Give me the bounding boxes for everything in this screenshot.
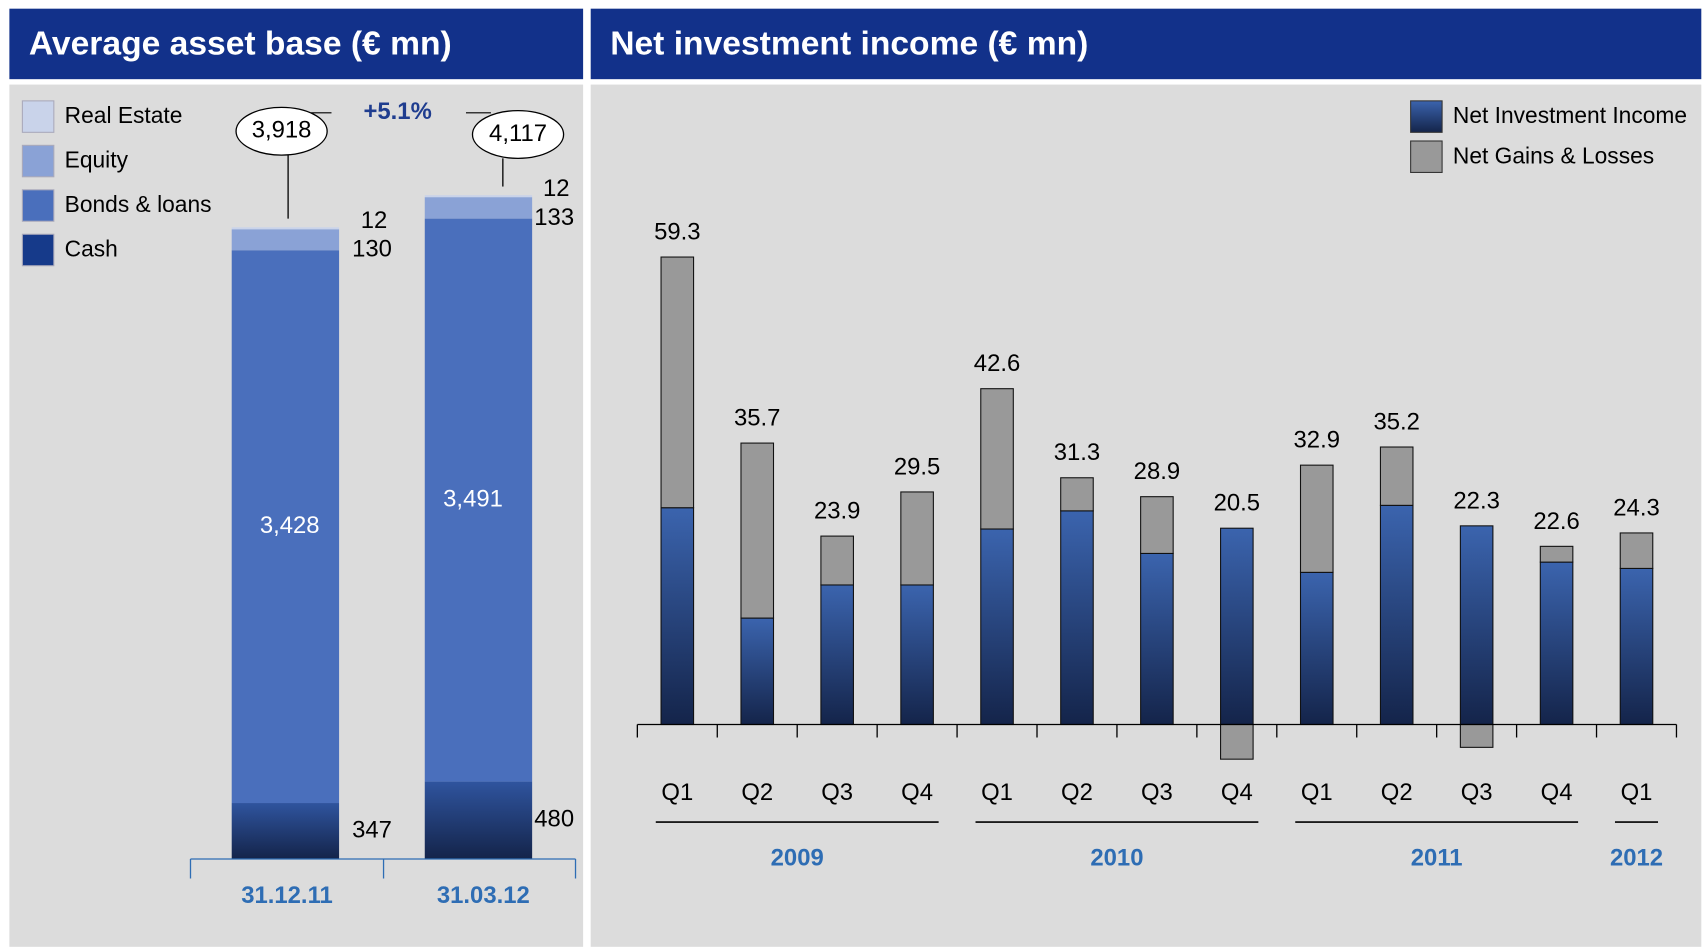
legend-swatch — [21, 100, 55, 133]
bar-segment — [1459, 525, 1494, 726]
bar-segment — [231, 803, 340, 859]
group-label: 2012 — [1610, 844, 1663, 871]
x-tick-label: Q2 — [1061, 779, 1093, 806]
bar-segment — [424, 781, 533, 859]
total-label: 4,117 — [489, 120, 547, 147]
group-label: 2011 — [1411, 844, 1463, 871]
data-label: 480 — [534, 806, 574, 833]
x-tick-label: Q1 — [1301, 779, 1333, 806]
total-label: 35.7 — [734, 405, 780, 432]
bar-segment — [660, 256, 695, 509]
bar-segment — [820, 584, 854, 726]
bar-segment — [980, 528, 1014, 726]
x-tick-label: Q4 — [1221, 779, 1253, 806]
bar-segment — [231, 227, 340, 230]
bar-segment — [1379, 446, 1414, 506]
x-tick-label: Q1 — [981, 779, 1013, 806]
bar-segment — [900, 584, 934, 726]
group-label: 2009 — [771, 844, 824, 871]
data-label: 3,491 — [443, 485, 503, 512]
bar-segment — [1459, 723, 1494, 748]
bar-segment — [1539, 561, 1574, 726]
total-label: 23.9 — [814, 498, 860, 525]
x-tick-label: Q3 — [1461, 779, 1493, 806]
legend-swatch — [21, 233, 55, 267]
x-tick-label: Q3 — [1141, 779, 1173, 806]
bar-segment — [740, 442, 775, 619]
x-tick-label: Q3 — [821, 779, 853, 806]
bar-segment — [900, 491, 934, 586]
data-label: 130 — [352, 236, 392, 263]
legend-label: Bonds & loans — [65, 191, 212, 217]
total-label: 24.3 — [1613, 494, 1659, 521]
bar-segment — [1539, 545, 1574, 563]
bar-segment — [424, 195, 533, 198]
bar-segment — [231, 229, 340, 251]
x-tick-label: 31.12.11 — [241, 882, 333, 909]
x-tick-label: Q2 — [741, 779, 773, 806]
bar-segment — [660, 507, 695, 726]
group-label: 2010 — [1090, 844, 1143, 871]
bar-segment — [231, 250, 340, 804]
chart-title: Net investment income (€ mn) — [610, 25, 1088, 62]
change-label: +5.1% — [363, 98, 431, 125]
bar-segment — [980, 388, 1014, 530]
total-label: 29.5 — [894, 453, 940, 480]
total-label: 59.3 — [654, 218, 700, 245]
bar-segment — [1060, 510, 1094, 726]
total-callout — [471, 109, 565, 159]
bar-segment — [1299, 464, 1334, 573]
data-label: 12 — [543, 175, 570, 202]
chart-title: Average asset base (€ mn) — [29, 25, 452, 62]
bar-segment — [740, 617, 775, 726]
marks: Real Estate Equity Bonds & loans Cash 347 3,4… — [21, 98, 1687, 909]
legend-label: Real Estate — [65, 102, 183, 128]
bar-segment — [1220, 527, 1254, 726]
total-label: 20.5 — [1214, 490, 1260, 517]
total-label: 35.2 — [1373, 408, 1419, 435]
total-label: 22.6 — [1533, 508, 1579, 535]
data-label: 12 — [361, 207, 388, 234]
legend-label: Net Gains & Losses — [1453, 142, 1654, 168]
bar-segment — [1619, 532, 1654, 569]
x-tick-label: Q4 — [901, 779, 933, 806]
total-callout — [235, 106, 328, 156]
header — [9, 8, 584, 80]
total-label: 32.9 — [1294, 427, 1340, 454]
total-label: 28.9 — [1134, 458, 1180, 485]
data-label: 347 — [352, 816, 392, 843]
bar-segment — [424, 218, 533, 782]
bar-segment — [1299, 571, 1334, 726]
legend-label: Net Investment Income — [1453, 102, 1687, 128]
legend-swatch — [21, 144, 55, 178]
bar-segment — [1140, 552, 1174, 726]
x-tick-label: Q1 — [661, 779, 693, 806]
data-label: 3,428 — [260, 512, 320, 539]
bar-segment — [1140, 496, 1174, 554]
x-tick-label: Q4 — [1541, 779, 1573, 806]
total-label: 31.3 — [1054, 439, 1100, 466]
bar-segment — [820, 535, 854, 586]
x-tick-label: Q2 — [1381, 779, 1413, 806]
x-tick-label: Q1 — [1621, 779, 1653, 806]
legend-swatch — [1410, 100, 1443, 133]
bar-segment — [1220, 723, 1254, 760]
bar-segment — [1619, 567, 1654, 726]
total-label: 3,918 — [252, 117, 312, 144]
bar-segment — [1379, 504, 1414, 726]
total-label: 42.6 — [974, 350, 1020, 377]
header — [590, 8, 1702, 80]
legend-swatch — [21, 189, 55, 222]
data-label: 133 — [534, 204, 574, 231]
x-tick-label: 31.03.12 — [437, 882, 530, 909]
legend-label: Cash — [65, 236, 118, 262]
legend-label: Equity — [65, 147, 129, 173]
bar-segment — [1060, 477, 1094, 512]
bar-segment — [424, 197, 533, 219]
legend-swatch — [1410, 140, 1443, 173]
total-label: 22.3 — [1453, 487, 1499, 514]
